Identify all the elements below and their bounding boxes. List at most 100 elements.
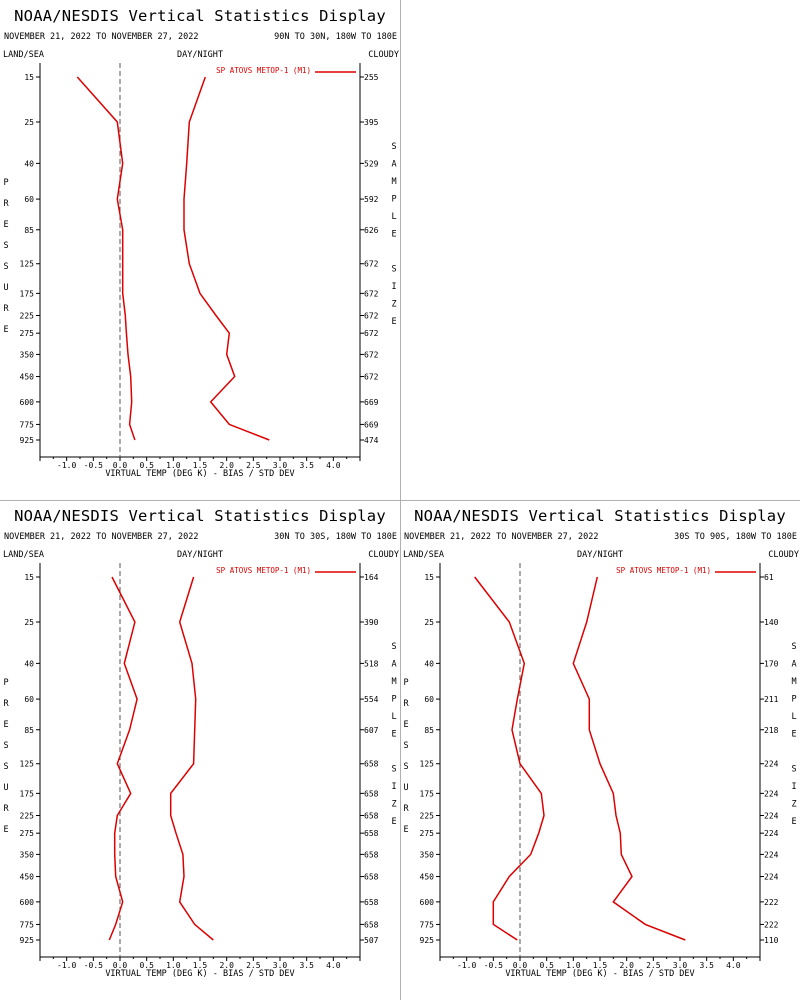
sample-size-label: 626 <box>364 226 379 235</box>
y-axis-label-letter: P <box>3 178 8 188</box>
y-axis-label-letter: E <box>403 720 408 730</box>
sample-size-label: 390 <box>364 618 379 627</box>
pressure-level-label: 40 <box>24 659 34 668</box>
pressure-level-label: 775 <box>20 920 35 929</box>
y2-axis-label-letter: M <box>391 177 396 187</box>
pressure-level-label: 350 <box>420 850 435 859</box>
y2-axis-label-letter: A <box>791 660 796 670</box>
pressure-level-label: 450 <box>20 873 35 882</box>
y2-axis-label-letter: E <box>791 730 796 740</box>
chart-title: NOAA/NESDIS Vertical Statistics Display <box>14 507 386 525</box>
y-axis-label-letter: E <box>403 825 408 835</box>
pressure-level-label: 225 <box>20 811 35 820</box>
pressure-level-label: 85 <box>424 726 434 735</box>
y2-axis-label-letter: E <box>391 230 396 240</box>
x-tick-label: 1.0 <box>166 961 181 970</box>
sample-size-label: 658 <box>364 850 379 859</box>
sample-size-label: 507 <box>364 936 379 945</box>
x-tick-label: 3.0 <box>273 961 288 970</box>
pressure-level-label: 40 <box>24 159 34 168</box>
sample-size-label: 669 <box>364 420 379 429</box>
y2-axis-label-letter: S <box>391 265 396 275</box>
y-axis-label-letter: U <box>403 783 408 793</box>
sample-size-label: 554 <box>364 695 379 704</box>
pressure-level-label: 60 <box>24 695 34 704</box>
pressure-level-label: 60 <box>424 695 434 704</box>
series-line-bias <box>474 576 545 941</box>
y2-axis-label-letter: L <box>791 712 796 722</box>
x-tick-label: 4.0 <box>326 961 341 970</box>
x-tick-label: 2.5 <box>646 961 661 970</box>
y-axis-label-letter: R <box>403 699 409 709</box>
sample-size-label: 672 <box>364 260 379 269</box>
land-sea-label: LAND/SEA <box>3 50 44 60</box>
pressure-level-label: 775 <box>420 920 435 929</box>
pressure-level-label: 275 <box>420 829 435 838</box>
series-line-std-dev <box>169 576 214 941</box>
land-sea-label: LAND/SEA <box>403 550 444 560</box>
y2-axis-label-letter: I <box>391 282 396 292</box>
pressure-level-label: 15 <box>24 73 34 82</box>
pressure-level-label: 125 <box>20 260 35 269</box>
y2-axis-label-letter: I <box>791 782 796 792</box>
y-axis-label-letter: S <box>3 762 8 772</box>
x-tick-label: 0.5 <box>139 461 154 470</box>
y2-axis-label-letter: P <box>391 695 396 705</box>
y2-axis-label-letter: P <box>391 195 396 205</box>
panel-nh: NOAA/NESDIS Vertical Statistics Display N… <box>0 0 400 500</box>
sample-size-label: 607 <box>364 726 379 735</box>
panel-separator-horizontal <box>0 500 800 501</box>
x-tick-label: 3.0 <box>273 461 288 470</box>
x-tick-label: -1.0 <box>457 961 476 970</box>
sample-size-label: 658 <box>364 789 379 798</box>
x-tick-label: 0.0 <box>113 461 128 470</box>
legend-label: SP ATOVS METOP-1 (M1) <box>616 566 711 575</box>
pressure-level-label: 350 <box>20 350 35 359</box>
x-tick-label: 1.5 <box>193 461 208 470</box>
chart-title: NOAA/NESDIS Vertical Statistics Display <box>14 7 386 25</box>
x-tick-label: 1.5 <box>593 961 608 970</box>
sample-size-label: 224 <box>764 829 779 838</box>
date-range-label: NOVEMBER 21, 2022 TO NOVEMBER 27, 2022 <box>4 532 198 542</box>
chart-title: NOAA/NESDIS Vertical Statistics Display <box>414 507 786 525</box>
pressure-level-label: 600 <box>20 898 35 907</box>
x-tick-label: 2.5 <box>246 961 261 970</box>
cloudy-label: CLOUDY <box>368 550 399 560</box>
sample-size-label: 224 <box>764 811 779 820</box>
sample-size-label: 658 <box>364 920 379 929</box>
y-axis-label-letter: S <box>3 241 8 251</box>
sample-size-label: 224 <box>764 873 779 882</box>
y-axis-label-letter: P <box>3 678 8 688</box>
sample-size-label: 474 <box>364 436 379 445</box>
sample-size-label: 110 <box>764 936 779 945</box>
x-axis-label: VIRTUAL TEMP (DEG K) - BIAS / STD DEV <box>505 969 694 979</box>
x-tick-label: 0.5 <box>539 961 554 970</box>
y2-axis-label-letter: S <box>791 765 796 775</box>
pressure-level-label: 125 <box>420 760 435 769</box>
x-tick-label: -0.5 <box>484 961 503 970</box>
y-axis-label-letter: R <box>403 804 409 814</box>
x-tick-label: 0.0 <box>513 961 528 970</box>
day-night-label: DAY/NIGHT <box>177 550 223 560</box>
pressure-level-label: 450 <box>420 873 435 882</box>
y-axis-label-letter: S <box>403 741 408 751</box>
pressure-level-label: 85 <box>24 226 34 235</box>
series-line-bias <box>108 576 138 941</box>
pressure-level-label: 775 <box>20 420 35 429</box>
day-night-label: DAY/NIGHT <box>577 550 623 560</box>
y-axis-label-letter: E <box>3 720 8 730</box>
sample-size-label: 222 <box>764 898 779 907</box>
y2-axis-label-letter: M <box>391 677 396 687</box>
x-tick-label: -0.5 <box>84 961 103 970</box>
x-tick-label: -1.0 <box>57 961 76 970</box>
pressure-level-label: 600 <box>420 898 435 907</box>
pressure-level-label: 15 <box>24 573 34 582</box>
x-tick-label: -0.5 <box>84 461 103 470</box>
x-tick-label: 0.0 <box>113 961 128 970</box>
x-tick-label: 3.5 <box>299 461 314 470</box>
x-tick-label: 1.0 <box>566 961 581 970</box>
vertical-stats-chart-nh: NOAA/NESDIS Vertical Statistics Display N… <box>3 7 399 479</box>
x-tick-label: 2.0 <box>219 461 234 470</box>
y2-axis-label-letter: Z <box>391 300 396 310</box>
sample-size-label: 669 <box>364 398 379 407</box>
